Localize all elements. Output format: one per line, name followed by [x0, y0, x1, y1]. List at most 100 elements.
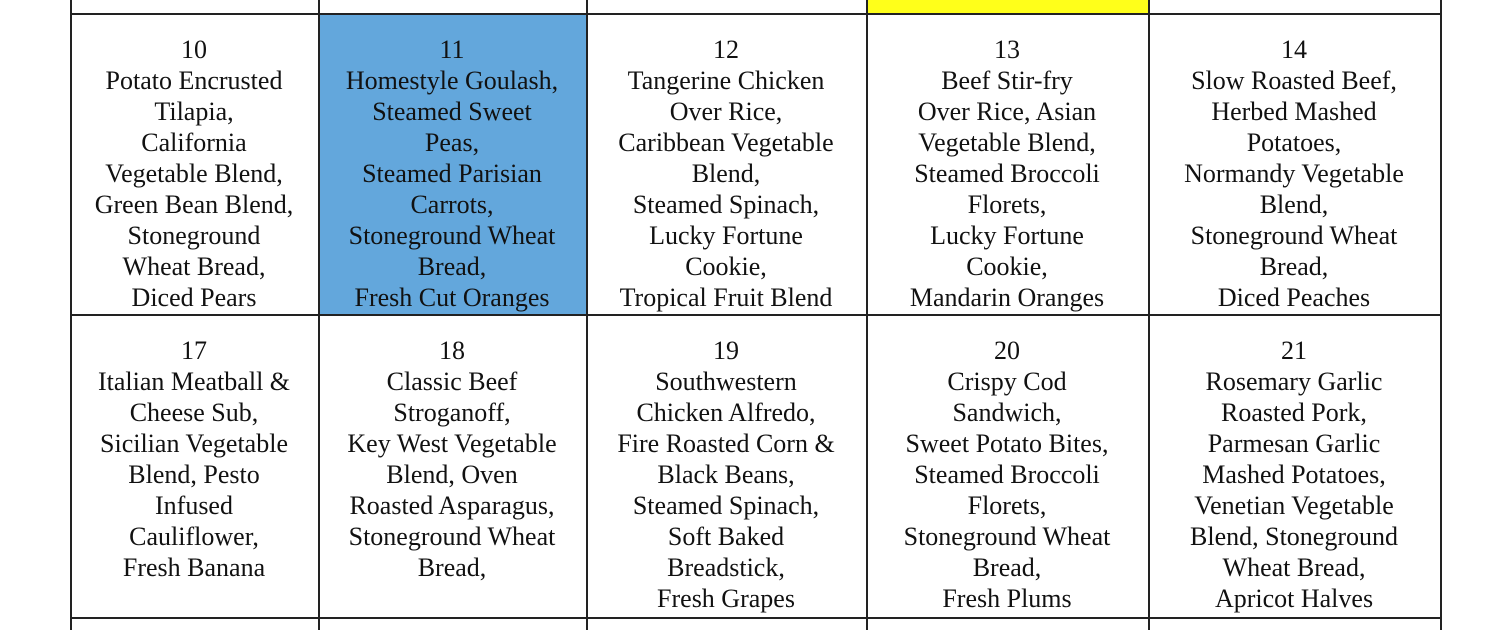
menu-line: Steamed Broccoli	[914, 159, 1100, 188]
menu-line: Classic Beef	[386, 367, 518, 396]
menu-line: Normandy Vegetable	[1184, 159, 1404, 188]
day-number: 11	[439, 35, 465, 64]
menu-line: Black Beans,	[657, 460, 795, 489]
day-number: 18	[439, 336, 465, 365]
day-number: 13	[994, 35, 1020, 64]
grid-line	[1440, 0, 1442, 630]
menu-line: Lucky Fortune	[649, 221, 803, 250]
menu-line: California	[141, 128, 247, 157]
highlight-blue	[319, 15, 586, 315]
day-number: 12	[713, 35, 739, 64]
menu-line: Stoneground Wheat	[1190, 221, 1398, 250]
menu-line: Chicken Alfredo,	[636, 398, 816, 427]
menu-line: Steamed Spinach,	[632, 491, 820, 520]
menu-line: Fresh Plums	[942, 584, 1072, 613]
menu-line: Key West Vegetable	[347, 429, 557, 458]
day-cell: 17 Italian Meatball & Cheese Sub, Sicilian …	[70, 315, 318, 583]
day-cell: 14 Slow Roasted Beef, Herbed Mashed Potatoe…	[1148, 14, 1440, 313]
menu-line: Fire Roasted Corn &	[617, 429, 835, 458]
day-cell: 11 Homestyle Goulash, Steamed Sweet Peas, St…	[318, 14, 586, 313]
menu-line: Apricot Halves	[1214, 584, 1374, 613]
menu-line: Fresh Grapes	[657, 584, 795, 613]
menu-line: Parmesan Garlic	[1207, 429, 1381, 458]
menu-line: Sweet Potato Bites,	[905, 429, 1109, 458]
menu-line: Florets,	[967, 190, 1047, 219]
menu-line: Fresh Cut Oranges	[354, 283, 550, 312]
day-number: 10	[181, 35, 207, 64]
menu-line: Steamed Sweet	[372, 97, 532, 126]
menu-line: Cookie,	[966, 252, 1048, 281]
menu-line: Vegetable Blend,	[918, 128, 1096, 157]
menu-line: Florets,	[967, 491, 1047, 520]
menu-line: Soft Baked	[667, 522, 785, 551]
menu-line: Bread,	[1259, 252, 1329, 281]
menu-line: Lucky Fortune	[930, 221, 1084, 250]
menu-line: Herbed Mashed	[1211, 97, 1377, 126]
menu-line: Over Rice, Asian	[917, 97, 1097, 126]
menu-line: Cheese Sub,	[129, 398, 259, 427]
menu-line: Italian Meatball &	[97, 367, 291, 396]
day-cell: 20 Crispy Cod Sandwich, Sweet Potato Bites,…	[866, 315, 1148, 614]
menu-line: Blend,	[691, 159, 761, 188]
menu-line: Slow Roasted Beef,	[1191, 66, 1397, 95]
menu-line: Breadstick,	[667, 553, 785, 582]
menu-line: Carrots,	[410, 190, 494, 219]
grid-line	[70, 617, 1442, 619]
highlight-yellow	[866, 0, 1148, 13]
day-cell: 12 Tangerine Chicken Over Rice, Caribbean V…	[586, 14, 866, 313]
menu-line: Tangerine Chicken	[627, 66, 825, 95]
menu-line: Tropical Fruit Blend	[619, 283, 833, 312]
grid-line	[70, 314, 1442, 316]
menu-line: Sandwich,	[952, 398, 1062, 427]
menu-line: Fresh Banana	[122, 553, 266, 582]
menu-line: Potatoes,	[1246, 128, 1342, 157]
menu-line: Blend, Oven	[386, 460, 518, 489]
day-cell: 21 Rosemary Garlic Roasted Pork, Parmesan G…	[1148, 315, 1440, 614]
menu-line: Stroganoff,	[393, 398, 511, 427]
day-cell: 13 Beef Stir-fry Over Rice, Asian Vegetable…	[866, 14, 1148, 313]
day-number: 19	[713, 336, 739, 365]
menu-line: Cauliflower,	[129, 522, 259, 551]
menu-line: Rosemary Garlic	[1205, 367, 1383, 396]
menu-line: Caribbean Vegetable	[618, 128, 834, 157]
menu-line: Mandarin Oranges	[909, 283, 1105, 312]
menu-line: Venetian Vegetable	[1194, 491, 1394, 520]
menu-line: Southwestern	[655, 367, 797, 396]
menu-line: Sicilian Vegetable	[100, 429, 288, 458]
menu-line: Infused	[155, 491, 233, 520]
menu-line: Potato Encrusted	[105, 66, 283, 95]
day-cell: 10 Potato Encrusted Tilapia, California Vege…	[70, 14, 318, 313]
day-number: 21	[1281, 336, 1307, 365]
menu-line: Roasted Pork,	[1221, 398, 1367, 427]
grid-line	[866, 0, 868, 630]
menu-line: Crispy Cod	[947, 367, 1067, 396]
menu-line: Blend,	[1259, 190, 1329, 219]
menu-line: Steamed Spinach,	[632, 190, 820, 219]
grid-line	[1148, 0, 1150, 630]
menu-line: Stoneground Wheat	[348, 522, 556, 551]
menu-line: Bread,	[417, 553, 487, 582]
menu-line: Cookie,	[685, 252, 767, 281]
day-number: 20	[994, 336, 1020, 365]
menu-line: Vegetable Blend,	[105, 159, 283, 188]
menu-line: Steamed Parisian	[362, 159, 542, 188]
day-number: 17	[181, 336, 207, 365]
day-cell: 19 Southwestern Chicken Alfredo, Fire Roast…	[586, 315, 866, 614]
menu-line: Tilapia,	[154, 97, 234, 126]
menu-line: Homestyle Goulash,	[345, 66, 559, 95]
grid-line	[70, 13, 1442, 15]
menu-line: Stoneground Wheat	[348, 221, 556, 250]
menu-line: Diced Pears	[131, 283, 257, 312]
grid-line	[586, 0, 588, 630]
day-cell: 18 Classic Beef Stroganoff, Key West Vegeta…	[318, 315, 586, 583]
grid-line	[70, 0, 72, 630]
menu-line: Bread,	[972, 553, 1042, 582]
menu-line: Blend, Stoneground	[1190, 522, 1398, 551]
menu-line: Wheat Bread,	[122, 252, 266, 281]
day-number: 14	[1281, 35, 1307, 64]
menu-line: Wheat Bread,	[1222, 553, 1366, 582]
menu-line: Stoneground Wheat	[903, 522, 1111, 551]
grid-line	[318, 0, 320, 630]
menu-line: Diced Peaches	[1217, 283, 1371, 312]
